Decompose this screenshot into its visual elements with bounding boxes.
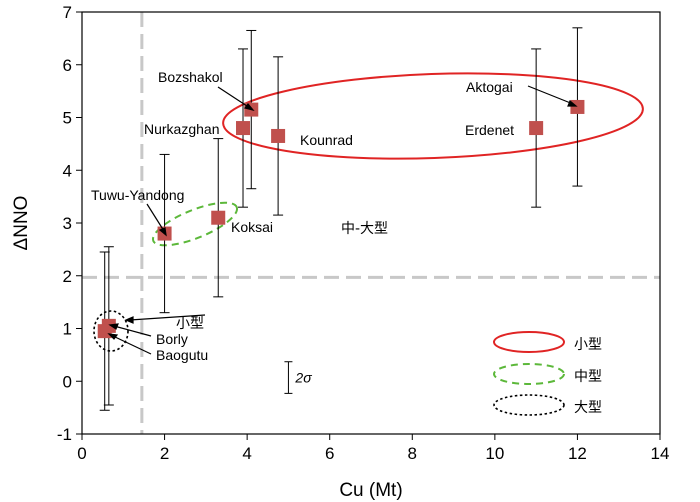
label-kounrad: Kounrad bbox=[300, 132, 353, 148]
legend-large-label: 大型 bbox=[574, 400, 602, 416]
label-koksai: Koksai bbox=[231, 219, 273, 235]
y-axis-ticks: -1 0 1 2 3 4 5 6 7 bbox=[57, 3, 82, 444]
y-tick-label: 7 bbox=[63, 3, 72, 22]
x-tick-label: 12 bbox=[568, 444, 587, 463]
label-nurkazghan: Nurkazghan bbox=[144, 121, 220, 137]
marker-baogutu bbox=[97, 324, 112, 339]
sigma-label: 2σ bbox=[294, 370, 312, 386]
marker-kounrad bbox=[271, 128, 286, 143]
marker-erdenet bbox=[529, 121, 544, 136]
legend-small-swatch bbox=[493, 331, 565, 353]
label-borly: Borly bbox=[156, 331, 188, 347]
x-tick-label: 8 bbox=[408, 444, 417, 463]
y-tick-label: 4 bbox=[63, 161, 72, 180]
marker-aktogai bbox=[570, 99, 585, 114]
medium-deposit-ellipse bbox=[151, 201, 239, 247]
x-tick-label: 0 bbox=[77, 444, 86, 463]
x-tick-label: 4 bbox=[242, 444, 251, 463]
y-tick-label: -1 bbox=[57, 425, 72, 444]
y-tick-label: 1 bbox=[63, 320, 72, 339]
y-tick-label: 0 bbox=[63, 372, 72, 391]
label-tuwu-yandong: Tuwu-Yandong bbox=[91, 187, 184, 203]
sigma-error-bar bbox=[284, 361, 293, 394]
marker-koksai bbox=[211, 210, 226, 225]
x-axis-ticks: 0 2 4 6 8 10 12 14 bbox=[77, 434, 669, 463]
y-axis-label: ΔNNO bbox=[11, 196, 32, 251]
large-deposit-ellipse bbox=[93, 310, 129, 352]
legend-medium-label: 中型 bbox=[574, 369, 602, 385]
x-tick-label: 6 bbox=[325, 444, 334, 463]
x-axis-label: Cu (Mt) bbox=[339, 480, 402, 501]
x-tick-label: 10 bbox=[485, 444, 504, 463]
y-tick-label: 2 bbox=[63, 267, 72, 286]
legend-medium-swatch bbox=[493, 363, 565, 385]
legend: 小型 中型 大型 bbox=[493, 331, 602, 416]
region-label: 中-大型 bbox=[341, 221, 388, 237]
label-small-callout: 小型 bbox=[176, 316, 204, 332]
leader-arrows bbox=[107, 85, 578, 355]
y-tick-label: 5 bbox=[63, 109, 72, 128]
label-erdenet: Erdenet bbox=[465, 122, 514, 138]
marker-nurkazghan bbox=[236, 121, 251, 136]
legend-small-label: 小型 bbox=[574, 337, 602, 353]
legend-large-swatch bbox=[493, 394, 565, 416]
label-aktogai: Aktogai bbox=[466, 79, 513, 95]
y-tick-label: 3 bbox=[63, 214, 72, 233]
x-tick-label: 14 bbox=[651, 444, 670, 463]
x-tick-label: 2 bbox=[160, 444, 169, 463]
y-tick-label: 6 bbox=[63, 56, 72, 75]
label-baogutu: Baogutu bbox=[156, 347, 208, 363]
small-deposit-ellipse bbox=[222, 72, 644, 160]
label-bozshakol: Bozshakol bbox=[158, 69, 223, 85]
